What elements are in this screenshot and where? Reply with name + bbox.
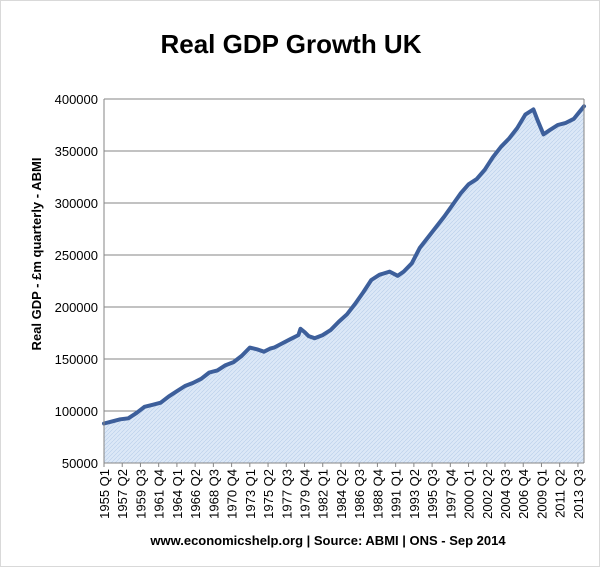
x-tick-label: 1988 Q4 — [370, 469, 385, 519]
x-tick-label: 1966 Q2 — [188, 469, 203, 519]
x-tick-label: 1975 Q2 — [261, 469, 276, 519]
y-tick-label: 100000 — [55, 404, 98, 419]
x-tick-label: 1993 Q2 — [407, 469, 422, 519]
x-tick-label: 1959 Q3 — [134, 469, 149, 519]
x-tick-label: 1968 Q3 — [206, 469, 221, 519]
x-tick-label: 1973 Q1 — [243, 469, 258, 519]
axes — [103, 99, 585, 464]
x-tick-label: 2004 Q3 — [498, 469, 513, 519]
y-tick-label: 200000 — [55, 300, 98, 315]
x-tick-label: 1982 Q1 — [316, 469, 331, 519]
x-tick-label: 2006 Q4 — [516, 469, 531, 519]
source-note: www.economicshelp.org | Source: ABMI | O… — [149, 533, 506, 548]
x-tick-label: 1991 Q1 — [389, 469, 404, 519]
y-tick-label: 150000 — [55, 352, 98, 367]
x-tick-label: 1997 Q4 — [443, 469, 458, 519]
x-tick-label: 1957 Q2 — [115, 469, 130, 519]
y-axis-label: Real GDP - £m quarterly - ABMI — [29, 158, 44, 351]
x-tick-label: 1961 Q4 — [152, 469, 167, 519]
x-tick-labels: 1955 Q1 1957 Q2 1959 Q3 1961 Q4 1964 Q1 1966 … — [97, 463, 586, 519]
x-tick-label: 1955 Q1 — [97, 469, 112, 519]
y-tick-labels: 50000 100000 150000 200000 250000 300000 35000… — [55, 92, 98, 471]
y-tick-label: 50000 — [62, 456, 98, 471]
gdp-area — [104, 106, 584, 464]
x-tick-label: 1984 Q2 — [334, 469, 349, 519]
chart-title: Real GDP Growth UK — [160, 29, 421, 59]
x-tick-label: 1979 Q4 — [298, 469, 313, 519]
x-tick-label: 2009 Q1 — [535, 469, 550, 519]
x-tick-label: 1986 Q3 — [352, 469, 367, 519]
y-tick-label: 400000 — [55, 92, 98, 107]
gdp-line — [102, 104, 586, 426]
y-tick-label: 350000 — [55, 144, 98, 159]
x-tick-label: 2000 Q1 — [462, 469, 477, 519]
x-tick-label: 2013 Q3 — [571, 469, 586, 519]
area-layer — [102, 104, 586, 464]
x-tick-label: 1964 Q1 — [170, 469, 185, 519]
x-tick-label: 1995 Q3 — [425, 469, 440, 519]
x-tick-label: 1977 Q3 — [279, 469, 294, 519]
x-tick-label: 1970 Q4 — [225, 469, 240, 519]
x-tick-label: 2011 Q2 — [553, 469, 568, 518]
y-tick-label: 250000 — [55, 248, 98, 263]
x-tick-label: 2002 Q2 — [480, 469, 495, 519]
y-tick-label: 300000 — [55, 196, 98, 211]
